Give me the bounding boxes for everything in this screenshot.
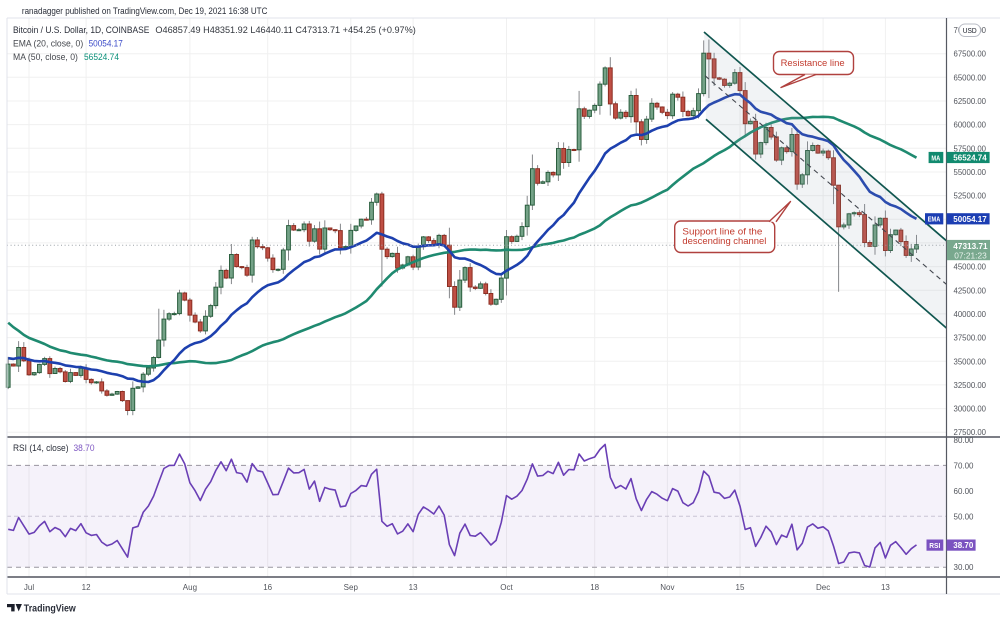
svg-text:EMA (20, close, 0): EMA (20, close, 0) (13, 38, 83, 48)
svg-text:Oct: Oct (500, 583, 513, 592)
svg-text:67500.00: 67500.00 (954, 50, 987, 59)
svg-text:MA: MA (931, 153, 940, 162)
svg-text:Aug: Aug (183, 583, 197, 592)
svg-text:TradingView: TradingView (24, 603, 76, 614)
svg-text:65000.00: 65000.00 (954, 73, 987, 82)
svg-text:40000.00: 40000.00 (954, 310, 987, 319)
svg-text:18: 18 (590, 583, 599, 592)
svg-text:56524.74: 56524.74 (953, 154, 987, 163)
svg-text:Bitcoin / U.S. Dollar, 1D, COI: Bitcoin / U.S. Dollar, 1D, COINBASE (13, 25, 149, 35)
svg-text:Sep: Sep (344, 583, 359, 592)
svg-text:62500.00: 62500.00 (954, 97, 987, 106)
svg-text:50.00: 50.00 (954, 512, 975, 521)
svg-text:descending channel: descending channel (682, 236, 766, 247)
svg-text:60000.00: 60000.00 (954, 121, 987, 130)
svg-text:47313.71: 47313.71 (953, 242, 988, 251)
svg-text:50054.17: 50054.17 (953, 215, 987, 224)
svg-text:07:21:23: 07:21:23 (954, 251, 987, 260)
svg-text:38.70: 38.70 (74, 443, 95, 453)
svg-text:52500.00: 52500.00 (954, 192, 987, 201)
svg-text:35000.00: 35000.00 (954, 357, 987, 366)
svg-text:37500.00: 37500.00 (954, 334, 987, 343)
svg-text:Support line of the: Support line of the (682, 226, 762, 237)
svg-text:80.00: 80.00 (954, 436, 975, 445)
svg-text:27500.00: 27500.00 (954, 428, 987, 437)
svg-text:56524.74: 56524.74 (84, 52, 119, 62)
svg-text:O46857.49 H48351.92 L46440.1: O46857.49 H48351.92 L46440.11 C47313.71 … (155, 25, 415, 35)
svg-text:15: 15 (736, 583, 745, 592)
svg-text:70.00: 70.00 (954, 461, 975, 470)
svg-text:USD: USD (963, 26, 978, 35)
svg-text:Jul: Jul (24, 583, 34, 592)
svg-text:30000.00: 30000.00 (954, 405, 987, 414)
svg-text:RSI: RSI (929, 541, 940, 550)
svg-text:12: 12 (82, 583, 91, 592)
svg-text:13: 13 (409, 583, 418, 592)
svg-text:60.00: 60.00 (954, 487, 975, 496)
svg-text:57500.00: 57500.00 (954, 144, 987, 153)
svg-text:45000.00: 45000.00 (954, 263, 987, 272)
svg-text:30.00: 30.00 (954, 563, 975, 572)
svg-text:EMA: EMA (928, 215, 941, 224)
svg-text:MA (50, close, 0): MA (50, close, 0) (13, 52, 78, 62)
svg-text:13: 13 (881, 583, 890, 592)
svg-text:Dec: Dec (816, 583, 830, 592)
svg-text:ranadagger published on Tradin: ranadagger published on TradingView.com,… (22, 6, 268, 16)
svg-text:42500.00: 42500.00 (954, 286, 987, 295)
svg-text:RSI (14, close): RSI (14, close) (13, 443, 69, 453)
svg-text:50054.17: 50054.17 (89, 38, 123, 48)
svg-text:16: 16 (263, 583, 272, 592)
svg-text:55000.00: 55000.00 (954, 168, 987, 177)
svg-text:38.70: 38.70 (953, 541, 974, 550)
svg-text:Resistance line: Resistance line (781, 58, 845, 69)
svg-text:32500.00: 32500.00 (954, 381, 987, 390)
svg-text:Nov: Nov (660, 583, 674, 592)
